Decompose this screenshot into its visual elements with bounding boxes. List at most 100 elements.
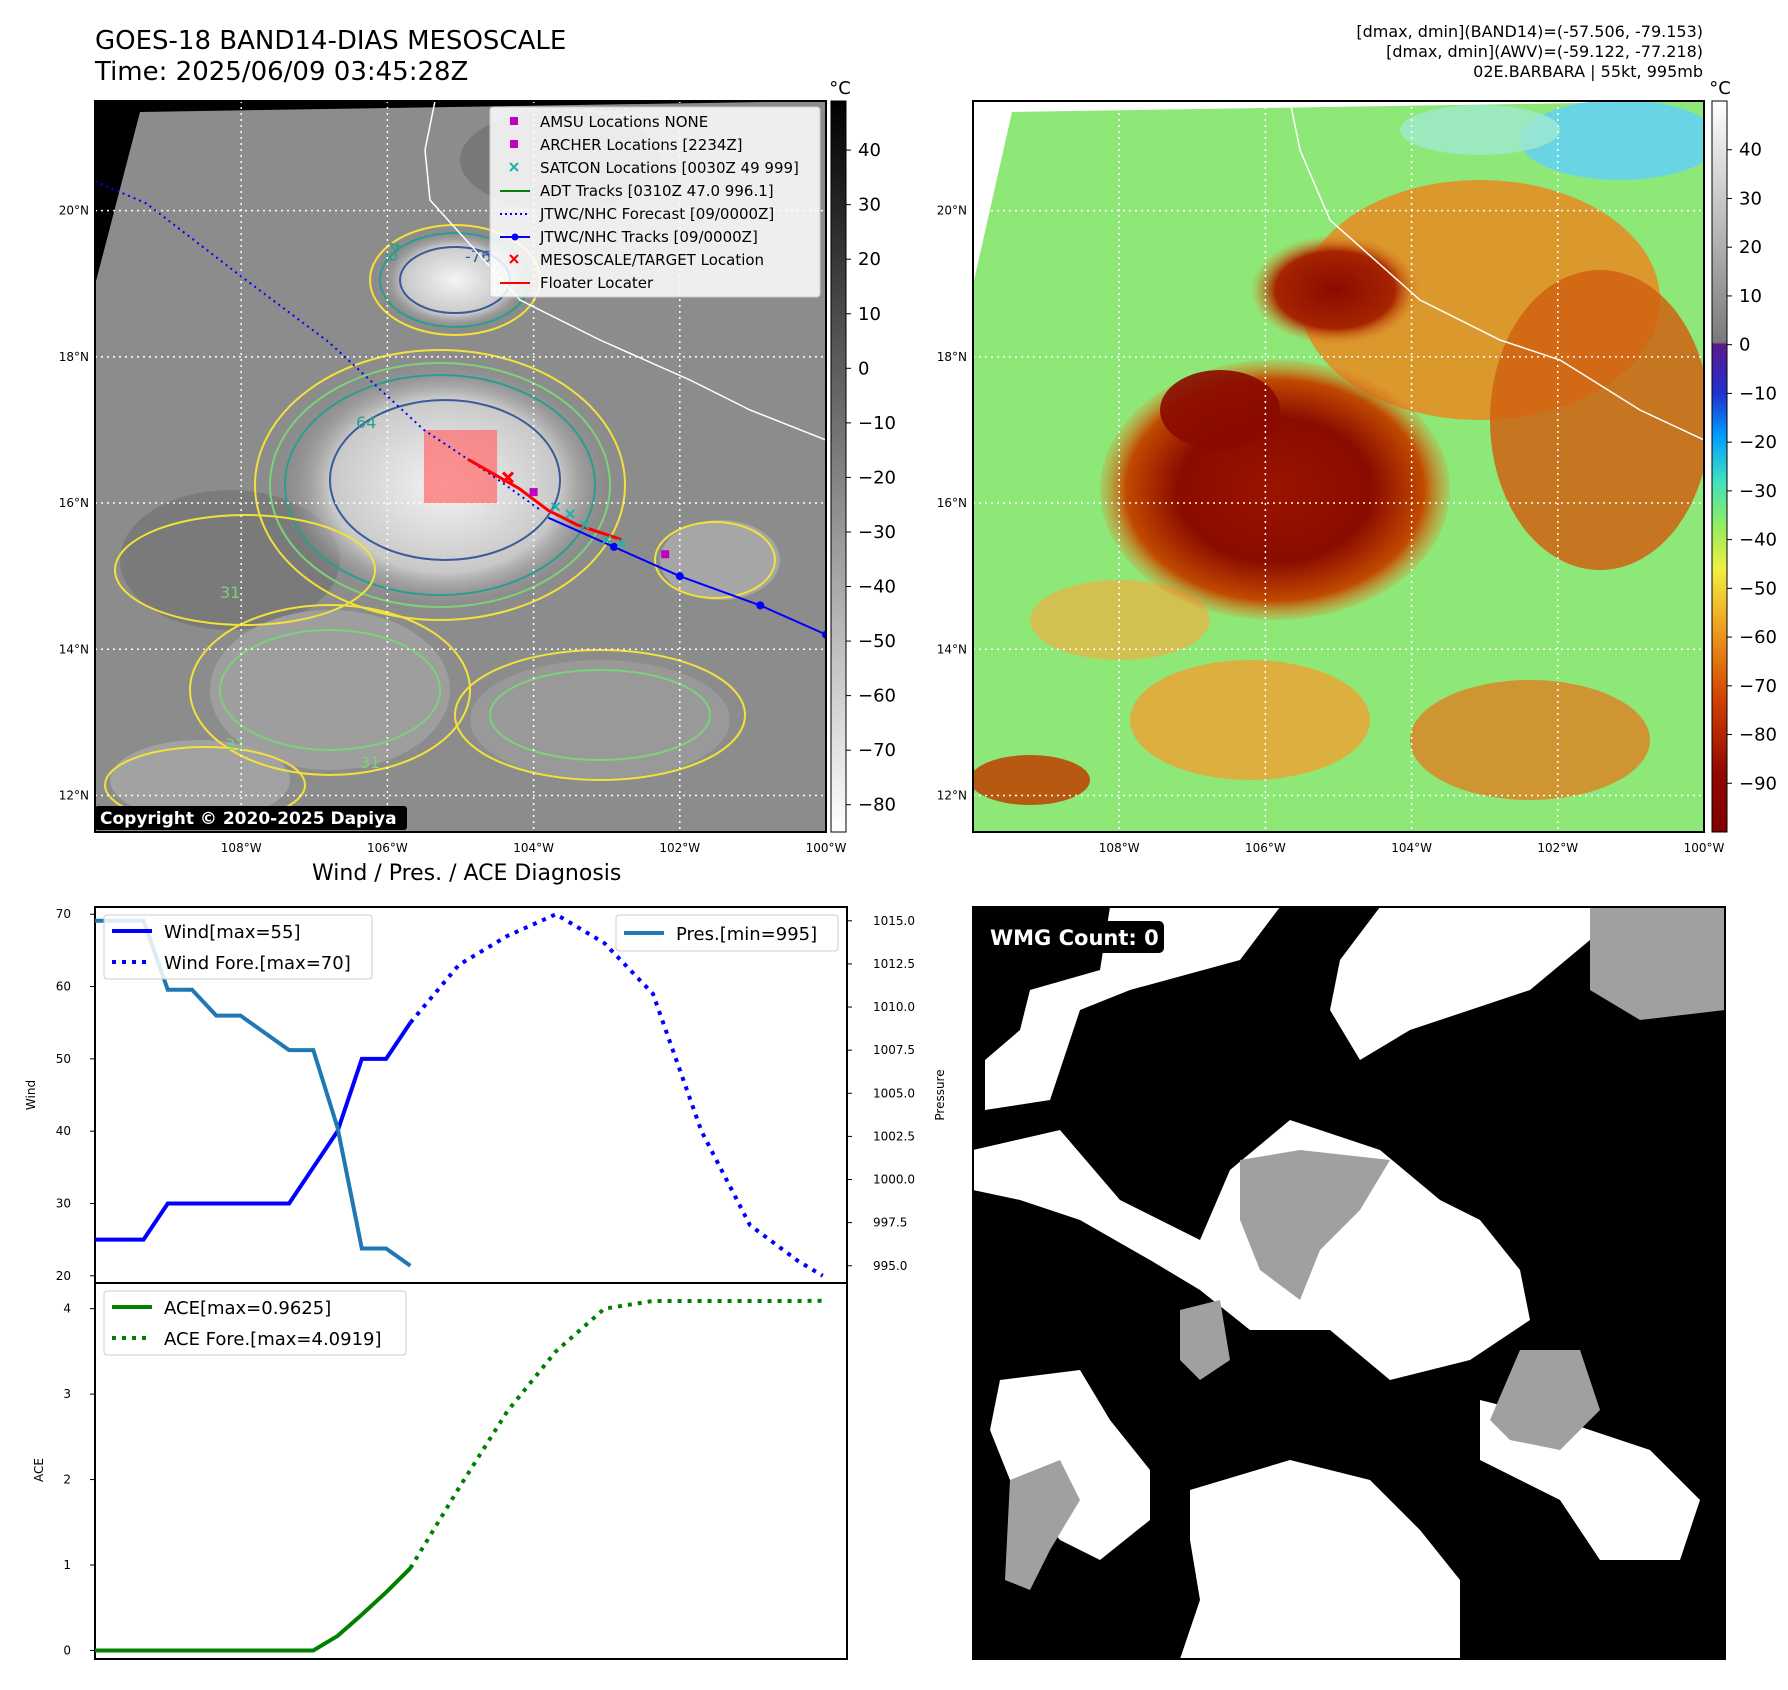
enhanced-colorbar xyxy=(1711,100,1728,833)
lat-tick-label: 16°N xyxy=(937,496,967,510)
diagnosis-title: Wind / Pres. / ACE Diagnosis xyxy=(312,861,622,886)
legend-label: MESOSCALE/TARGET Location xyxy=(540,251,764,269)
floater-track xyxy=(467,457,622,542)
pressure-axis-label: Pressure xyxy=(933,1069,947,1120)
lat-tick-label: 16°N xyxy=(59,496,89,510)
ir-colorbar-ticks: 40 30 20 10 0 −10 −20 −30 −40 −50 −60 −70 −80 xyxy=(846,140,896,816)
storm-summary: 02E.BARBARA | 55kt, 995mb xyxy=(1473,62,1703,81)
ace-legend: ACE[max=0.9625] ACE Fore.[max=4.0919] xyxy=(103,1290,407,1356)
y-tick-label: 0 xyxy=(63,1643,71,1657)
legend-label: SATCON Locations [0030Z 49 999] xyxy=(540,159,799,177)
y2-tick-label: 1012.5 xyxy=(873,957,915,971)
legend-marker xyxy=(509,254,519,264)
copyright-box xyxy=(95,806,407,830)
mesoscale-box xyxy=(423,429,498,504)
contour-label: 31 xyxy=(220,583,240,602)
colorbar-tick-label: −50 xyxy=(1739,578,1777,599)
y2-tick-label: 1010.0 xyxy=(873,1000,915,1014)
contour-label: 31 xyxy=(360,753,380,772)
ir-map-frame xyxy=(94,100,827,833)
y-tick-label: 70 xyxy=(56,907,71,921)
y-tick-label: 40 xyxy=(56,1124,71,1138)
colorbar-tick-label: −70 xyxy=(1739,676,1777,697)
lon-tick-label: 104°W xyxy=(513,841,554,855)
wmg-label-box xyxy=(983,921,1164,953)
wind-pressure-axes: 20 30 40 50 60 70 995.0 997.5 1000.0 1002.5 1005.0… xyxy=(56,907,915,1283)
map-legend-box xyxy=(489,106,821,298)
legend-marker xyxy=(510,117,518,125)
enhanced-colorbar-ticks: 40 30 20 10 0 −10 −20 −30 −40 −50 −60 −70 −80 −90 xyxy=(1727,140,1777,794)
legend-label: Floater Locater xyxy=(540,274,654,292)
lat-tick-label: 20°N xyxy=(937,204,967,218)
lon-tick-label: 102°W xyxy=(659,841,700,855)
jtwc-track-point xyxy=(610,542,619,551)
forecast-track xyxy=(95,180,542,512)
colorbar-tick-label: −60 xyxy=(858,686,896,707)
pressure-legend-label: Pres.[min=995] xyxy=(676,924,817,945)
y-tick-label: 50 xyxy=(56,1052,71,1066)
colorbar-tick-label: 10 xyxy=(1739,286,1762,307)
colorbar-tick-label: −20 xyxy=(1739,432,1777,453)
colorbar-tick-label: −70 xyxy=(858,740,896,761)
coastline xyxy=(1289,101,1704,441)
map-gridlines xyxy=(973,101,1704,832)
series-line xyxy=(95,1566,412,1653)
jtwc-track-point xyxy=(675,572,684,581)
lat-tick-label: 18°N xyxy=(59,350,89,364)
ir-colorbar-unit: °C xyxy=(829,78,851,99)
ir-colorbar xyxy=(830,100,847,833)
wmg-count: WMG Count: 0 xyxy=(990,926,1159,950)
target-location xyxy=(501,471,515,484)
y-tick-label: 4 xyxy=(63,1302,71,1316)
y2-tick-label: 1007.5 xyxy=(873,1043,915,1057)
wmg-panel: WMG Count: 0 xyxy=(972,906,1726,1660)
lon-tick-label: 106°W xyxy=(1245,841,1286,855)
ace-legend-label: ACE[max=0.9625] xyxy=(164,1298,331,1319)
ace-legend-box xyxy=(103,1290,407,1356)
awv-range: [dmax, dmin](AWV)=(-59.122, -77.218) xyxy=(1386,42,1703,61)
y2-tick-label: 1015.0 xyxy=(873,914,915,928)
lat-tick-label: 20°N xyxy=(59,204,89,218)
lat-tick-label: 14°N xyxy=(937,642,967,656)
wind-forecast-legend-label: Wind Fore.[max=70] xyxy=(164,953,351,974)
lat-tick-label: 14°N xyxy=(59,642,89,656)
y2-tick-label: 997.5 xyxy=(873,1216,907,1230)
satcon-location xyxy=(565,509,575,519)
lat-tick-label: 12°N xyxy=(59,788,89,802)
satcon-location xyxy=(580,520,590,530)
lon-tick-label: 108°W xyxy=(1099,841,1140,855)
colorbar-tick-label: −50 xyxy=(858,631,896,652)
colorbar-tick-label: 40 xyxy=(1739,140,1762,161)
wmg-white-regions xyxy=(973,907,1700,1659)
enhanced-colorbar-unit: °C xyxy=(1709,78,1731,99)
wind-legend: Wind[max=55] Wind Fore.[max=70] xyxy=(103,914,373,980)
enhanced-map-frame xyxy=(972,100,1705,833)
pressure-legend-box xyxy=(615,914,839,952)
colorbar-tick-label: −40 xyxy=(1739,530,1777,551)
convective-cell-north-enhanced xyxy=(1250,235,1420,345)
colorbar-tick-label: −10 xyxy=(858,413,896,434)
wind-axis-label: Wind xyxy=(24,1080,38,1110)
lon-tick-label: 104°W xyxy=(1391,841,1432,855)
wmg-gray-regions xyxy=(1005,907,1725,1590)
jtwc-track-point xyxy=(756,601,765,610)
y2-tick-label: 995.0 xyxy=(873,1259,907,1273)
colorbar-tick-label: −90 xyxy=(1739,773,1777,794)
coastline xyxy=(424,101,826,441)
series-line xyxy=(408,911,824,1278)
y2-tick-label: 1002.5 xyxy=(873,1129,915,1143)
ace-axes: 0 1 2 3 4 xyxy=(63,1302,95,1657)
cold-regions xyxy=(973,180,1704,805)
colorbar-tick-label: 0 xyxy=(858,358,869,379)
colorbar-tick-label: −60 xyxy=(1739,627,1777,648)
enhanced-map-ticks: 20°N 18°N 16°N 14°N 12°N 108°W 106°W 104°W 102°W… xyxy=(937,204,1725,855)
colorbar-tick-label: 0 xyxy=(1739,335,1750,356)
satcon-location xyxy=(616,538,627,548)
colorbar-tick-label: −80 xyxy=(858,795,896,816)
y-tick-label: 60 xyxy=(56,980,71,994)
y-tick-label: 3 xyxy=(63,1387,71,1401)
ace-forecast-legend-label: ACE Fore.[max=4.0919] xyxy=(164,1329,382,1350)
y-tick-label: 30 xyxy=(56,1196,71,1210)
lon-tick-label: 100°W xyxy=(1684,841,1725,855)
